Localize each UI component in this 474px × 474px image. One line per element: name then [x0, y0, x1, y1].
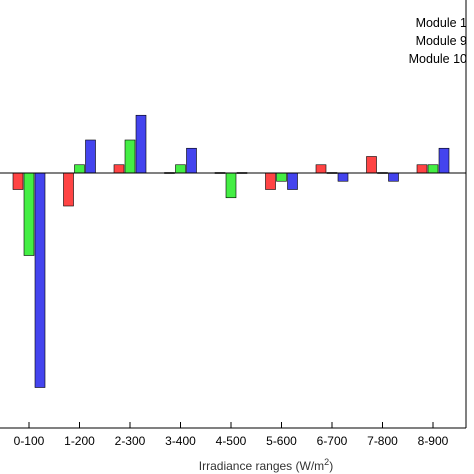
bar-module-1-8-900: [416, 164, 428, 174]
bar-module-10-8-900: [438, 147, 450, 174]
x-tick-label-7-800: 7-800: [367, 434, 398, 448]
legend-entry-module-10: Module 10: [409, 52, 467, 66]
bar-module-1-2-300: [113, 164, 125, 174]
x-tick-label-1-200: 1-200: [64, 434, 95, 448]
x-axis-title-superscript: 2: [324, 457, 329, 467]
bar-module-10-3-400: [186, 147, 197, 174]
bar-module-9-1-200: [74, 164, 85, 174]
bar-module-9-8-900: [427, 164, 439, 174]
bars-layer: [12, 114, 450, 388]
legend: Module 1 Module 9 Module 10: [409, 16, 467, 66]
bar-module-1-7-800: [366, 156, 377, 174]
bar-module-1-5-600: [265, 172, 276, 190]
bar-module-10-7-800: [388, 172, 399, 182]
x-tick-label-0-100: 0-100: [14, 434, 45, 448]
x-tick-label-2-300: 2-300: [115, 434, 146, 448]
bar-module-1-6-700: [315, 164, 327, 174]
bar-module-9-0-100: [23, 172, 35, 256]
bar-module-9-5-600: [276, 172, 287, 182]
bar-module-9-2-300: [124, 139, 136, 174]
bar-module-10-5-600: [287, 172, 298, 190]
bar-module-10-0-100: [34, 172, 46, 388]
legend-entry-module-9: Module 9: [416, 34, 467, 48]
x-tick-label-3-400: 3-400: [165, 434, 196, 448]
bar-module-9-4-500: [225, 172, 237, 199]
x-ticks-layer: [28, 422, 434, 428]
plot-frame: [0, 0, 467, 429]
bar-module-10-6-700: [337, 172, 349, 182]
x-axis-title-main: Irradiance ranges (W/m: [199, 459, 324, 473]
bar-module-10-2-300: [135, 114, 147, 174]
legend-entry-module-1: Module 1: [416, 16, 467, 30]
x-tick-label-6-700: 6-700: [317, 434, 348, 448]
bar-module-1-0-100: [12, 172, 24, 190]
bar-module-9-3-400: [175, 164, 186, 174]
x-tick-label-4-500: 4-500: [216, 434, 247, 448]
x-axis-title: Irradiance ranges (W/m2): [199, 457, 333, 473]
bar-module-10-1-200: [85, 139, 96, 174]
x-tick-label-8-900: 8-900: [418, 434, 449, 448]
x-tick-label-5-600: 5-600: [266, 434, 297, 448]
bar-module-1-1-200: [63, 172, 74, 207]
x-tick-labels-layer: 0-100 1-200 2-300 3-400 4-500 5-600 6-700 7-800…: [14, 434, 449, 448]
x-axis-title-suffix: ): [329, 459, 333, 473]
